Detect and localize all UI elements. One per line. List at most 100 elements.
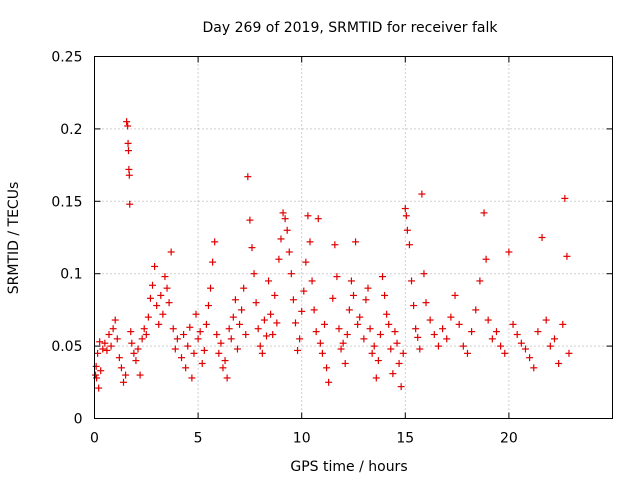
data-point [283, 226, 291, 234]
data-point [109, 325, 117, 333]
data-point [534, 328, 542, 336]
data-point [219, 364, 227, 372]
data-point [140, 325, 148, 333]
y-tick-label: 0 [74, 412, 83, 428]
y-tick-label: 0.25 [51, 50, 82, 66]
data-point [391, 328, 399, 336]
data-point [281, 215, 289, 223]
data-point [122, 371, 130, 379]
data-point [111, 316, 119, 324]
data-point [563, 252, 571, 260]
data-point [530, 364, 538, 372]
data-point [538, 234, 546, 241]
data-point [410, 302, 418, 310]
data-point [279, 209, 287, 217]
data-point [262, 332, 270, 340]
data-point [455, 320, 463, 328]
data-point [310, 306, 318, 314]
data-point [267, 310, 275, 318]
data-point [200, 346, 208, 354]
data-point [509, 320, 517, 328]
data-point [497, 342, 505, 350]
data-point [285, 248, 293, 256]
data-point [468, 328, 476, 336]
data-point [298, 307, 306, 315]
data-point [517, 339, 525, 347]
data-point [123, 118, 131, 126]
data-point [188, 374, 196, 382]
data-point [513, 331, 521, 339]
data-point [443, 335, 451, 343]
data-point [561, 194, 569, 202]
data-point [414, 333, 422, 341]
x-tick-labels: 0 5 10 15 20 [90, 431, 518, 447]
data-point [128, 339, 136, 347]
data-point [211, 238, 219, 246]
data-point [360, 335, 368, 343]
data-point [217, 339, 225, 347]
data-point [341, 359, 349, 367]
data-point [271, 291, 279, 299]
data-point [132, 357, 140, 365]
data-point [97, 367, 105, 375]
data-point [370, 342, 378, 350]
data-point [161, 273, 169, 281]
y-tick-label: 0.05 [51, 339, 82, 355]
data-point [374, 357, 382, 365]
chart-title: Day 269 of 2019, SRMTID for receiver fal… [203, 20, 499, 36]
data-point [323, 364, 331, 372]
data-point [318, 349, 326, 357]
data-point [501, 349, 509, 357]
data-point [142, 331, 150, 339]
data-point [248, 244, 256, 252]
data-point [213, 331, 221, 339]
plot-frame [94, 56, 613, 419]
data-point [343, 331, 351, 339]
data-point [422, 299, 430, 307]
data-point [393, 339, 401, 347]
data-point [505, 248, 513, 256]
data-point [306, 238, 314, 246]
data-point [312, 328, 320, 336]
data-point [178, 354, 186, 362]
data-point [555, 359, 563, 367]
data-point [157, 291, 165, 299]
data-point [115, 354, 123, 362]
data-point [126, 200, 134, 208]
data-point [550, 335, 558, 343]
data-point [294, 346, 302, 354]
data-point [167, 248, 175, 256]
data-point [144, 313, 152, 321]
data-point [559, 320, 567, 328]
data-point [395, 359, 403, 367]
data-point [277, 235, 285, 243]
data-point [387, 345, 395, 353]
data-point [416, 345, 424, 353]
grid-lines [94, 56, 613, 419]
data-point [426, 316, 434, 324]
data-point [149, 281, 157, 289]
data-point [136, 371, 144, 379]
data-point [244, 173, 252, 181]
x-tick-label: 10 [293, 431, 311, 447]
data-point [138, 335, 146, 343]
data-point [269, 331, 277, 339]
data-point [209, 258, 217, 266]
data-point [368, 349, 376, 357]
data-point [250, 270, 258, 278]
data-point [379, 273, 387, 281]
data-point [186, 323, 194, 331]
data-point [99, 345, 107, 353]
data-point [134, 345, 142, 353]
y-tick-labels: 0 0.05 0.1 0.15 0.2 0.25 [51, 50, 82, 428]
data-point [451, 291, 459, 299]
data-point [345, 306, 353, 314]
data-point [240, 284, 248, 292]
data-point [526, 354, 534, 362]
data-point [194, 335, 202, 343]
data-point [412, 325, 420, 333]
data-point [153, 302, 161, 310]
data-point [198, 359, 206, 367]
